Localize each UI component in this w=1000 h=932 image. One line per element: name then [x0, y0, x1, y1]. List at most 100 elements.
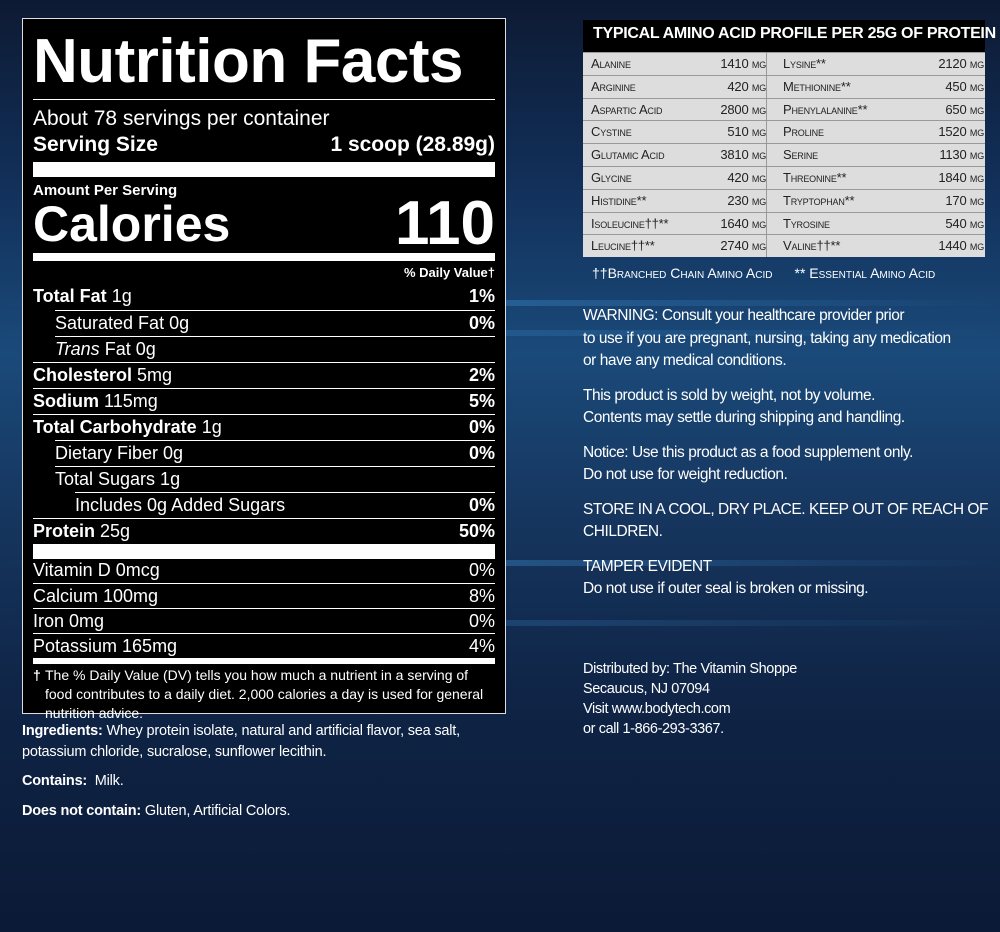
name: Sodium [33, 391, 99, 411]
nutrient-row: Trans Fat 0g [55, 336, 495, 362]
nutrient: Includes 0g Added Sugars [75, 493, 285, 518]
line: WARNING: Consult your healthcare provide… [583, 307, 905, 324]
label: Saturated Fat 0g [55, 313, 190, 333]
acid: Proline [766, 121, 884, 144]
label: Total Sugars 1g [55, 469, 181, 489]
nutrient-row: Sodium 115mg 5% [33, 388, 495, 414]
line: This product is sold by weight, not by v… [583, 386, 876, 404]
dv: 8% [468, 586, 495, 606]
text: Milk. [94, 773, 124, 789]
nutrient: Total Carbohydrate 1g [33, 415, 222, 440]
acid: Valine††** [766, 235, 884, 258]
label: Dietary Fiber 0g [55, 443, 184, 463]
value: 1 scoop (28.89g) [330, 133, 495, 156]
vitamin-row: Iron 0mg 0% [33, 608, 495, 633]
amount: 540 mg [945, 215, 984, 231]
line: Do not use if outer seal is broken or mi… [583, 580, 869, 597]
nutrient-row: Total Carbohydrate 1g 0% [33, 414, 495, 440]
acid: Methionine** [766, 75, 884, 98]
nutrients: Total Fat 1g 1% Saturated Fat 0g 0% Trans Fa… [33, 284, 495, 544]
nutrient-row: Protein 25g 50% [33, 518, 495, 544]
italic: Trans [55, 339, 100, 359]
amino-rows: Alanine 1410 mg Lysine** 2120 mg Arginine 420… [583, 52, 985, 258]
amount: 5mg [137, 365, 173, 385]
amount: 450 mg [945, 78, 984, 94]
note: TAMPER EVIDENT Do not use if outer seal i… [583, 556, 988, 601]
serving-size: Serving Size 1 scoop (28.89g) [33, 132, 495, 158]
nutrient-row: Cholesterol 5mg 2% [33, 362, 495, 388]
dv: 4% [468, 636, 495, 656]
amount: 25g [100, 521, 131, 541]
amount: 1640 mg [720, 215, 766, 231]
dv: 50% [458, 521, 495, 541]
dv: 0% [468, 313, 495, 333]
vitamins: Vitamin D 0mcg 0% Calcium 100mg 8% Iron 0mg 0… [33, 558, 495, 658]
nutrient: Sodium 115mg [33, 389, 158, 414]
acid: Tryptophan** [766, 189, 884, 212]
nutrition-panel: Nutrition Facts About 78 servings per co… [22, 18, 506, 721]
contains: Contains: Milk. [22, 771, 502, 792]
text: The % Daily Value (DV) tells you how muc… [45, 667, 484, 721]
amino-row: Isoleucine††** 1640 mg Tyrosine 540 mg [583, 211, 985, 235]
legend-item: ††Branched Chain Amino Acid [592, 265, 773, 281]
label: Vitamin D 0mcg [33, 560, 160, 580]
label: Calories [33, 196, 231, 252]
amount: 650 mg [945, 101, 984, 117]
acid: Phenylalanine** [766, 98, 884, 121]
nutrient-row: Includes 0g Added Sugars 0% [75, 492, 495, 518]
line: Distributed by: The Vitamin Shoppe [583, 661, 797, 677]
note: STORE IN A COOL, DRY PLACE. KEEP OUT OF … [583, 499, 989, 544]
line: Contents may settle during shipping and … [583, 409, 905, 426]
text: Whey protein isolate, natural and artifi… [22, 723, 460, 760]
vitamin-row: Vitamin D 0mcg 0% [33, 558, 495, 583]
amino-row: Glutamic Acid 3810 mg Serine 1130 mg [583, 143, 985, 167]
amount: 420 mg [727, 78, 766, 94]
nutrient: Trans Fat 0g [55, 337, 156, 362]
footnote: † The % Daily Value (DV) tells you how m… [33, 658, 495, 723]
line: TAMPER EVIDENT [583, 557, 712, 575]
acid: Cystine [591, 124, 632, 140]
label: Contains: [22, 773, 88, 789]
acid: Threonine** [766, 166, 884, 189]
dv: 0% [468, 443, 495, 463]
nutrient-row: Total Sugars 1g [55, 466, 495, 492]
rule [33, 99, 495, 100]
amount: 1520 mg [938, 124, 984, 140]
nutrient-row: Total Fat 1g 1% [33, 284, 495, 310]
dv: 0% [468, 417, 495, 437]
nutrient: Saturated Fat 0g [55, 311, 189, 336]
line: to use if you are pregnant, nursing, tak… [583, 329, 951, 347]
amino-title: TYPICAL AMINO ACID PROFILE PER 25G OF PR… [583, 20, 996, 48]
line: or call 1-866-293-3367. [583, 721, 724, 737]
note: WARNING: Consult your healthcare provide… [583, 305, 988, 373]
amount: 1840 mg [938, 169, 984, 185]
amount: 1g [201, 417, 222, 437]
nutrient: Cholesterol 5mg [33, 363, 172, 388]
name: Total Carbohydrate [33, 417, 197, 437]
thick-rule [33, 544, 495, 559]
acid: Tyrosine [766, 212, 884, 235]
amount: 230 mg [727, 192, 766, 208]
nutrient-row: Dietary Fiber 0g 0% [55, 440, 495, 466]
text: Gluten, Artificial Colors. [144, 803, 291, 819]
calories: Calories 110 [33, 189, 495, 258]
label: Potassium 165mg [33, 636, 178, 656]
label: Iron 0mg [33, 611, 105, 631]
line: STORE IN A COOL, DRY PLACE. KEEP OUT OF … [583, 500, 989, 518]
nutrient: Dietary Fiber 0g [55, 441, 183, 466]
label: Fat 0g [104, 339, 156, 359]
label: Serving Size [33, 133, 158, 156]
value: 110 [394, 189, 495, 258]
title: Nutrition Facts [33, 27, 463, 96]
line: or have any medical conditions. [583, 352, 787, 369]
acid: Isoleucine††** [591, 215, 669, 231]
label: Does not contain: [22, 803, 142, 819]
amino-row: Cystine 510 mg Proline 1520 mg [583, 120, 985, 144]
acid: Alanine [591, 56, 631, 71]
amount: 1g [111, 286, 132, 306]
amount: 2800 mg [720, 101, 766, 117]
amount: 2120 mg [938, 56, 984, 71]
rule [583, 48, 985, 52]
dv: 1% [468, 286, 495, 306]
